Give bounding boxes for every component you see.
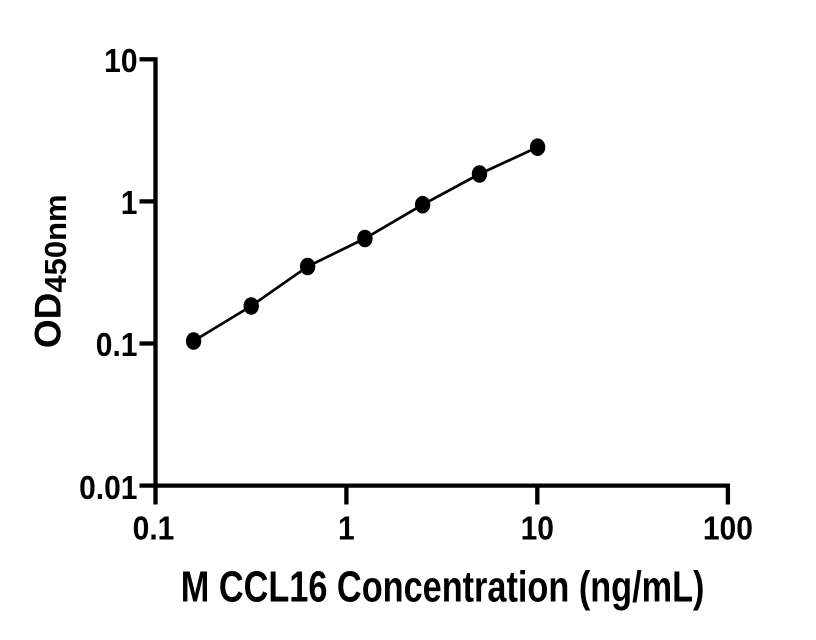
svg-text:1: 1 xyxy=(338,509,355,547)
svg-text:0.01: 0.01 xyxy=(79,468,137,506)
svg-text:M CCL16 Concentration (ng/mL): M CCL16 Concentration (ng/mL) xyxy=(181,562,705,611)
svg-text:10: 10 xyxy=(104,41,137,79)
svg-text:10: 10 xyxy=(521,509,554,547)
svg-text:100: 100 xyxy=(703,509,753,547)
svg-text:0.1: 0.1 xyxy=(133,509,175,547)
svg-text:1: 1 xyxy=(121,183,138,221)
svg-text:0.1: 0.1 xyxy=(96,325,138,363)
